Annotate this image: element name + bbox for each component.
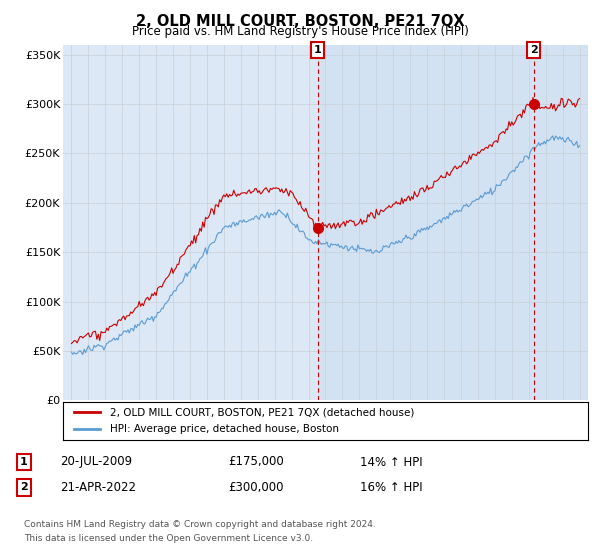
Text: 2: 2	[20, 482, 28, 492]
Text: 2, OLD MILL COURT, BOSTON, PE21 7QX: 2, OLD MILL COURT, BOSTON, PE21 7QX	[136, 14, 464, 29]
Text: 2, OLD MILL COURT, BOSTON, PE21 7QX (detached house): 2, OLD MILL COURT, BOSTON, PE21 7QX (det…	[110, 407, 415, 417]
Text: 16% ↑ HPI: 16% ↑ HPI	[360, 480, 422, 494]
Text: 21-APR-2022: 21-APR-2022	[60, 480, 136, 494]
Text: This data is licensed under the Open Government Licence v3.0.: This data is licensed under the Open Gov…	[24, 534, 313, 543]
Bar	[318, 45, 588, 400]
Text: £300,000: £300,000	[228, 480, 284, 494]
Text: 1: 1	[314, 45, 322, 55]
Text: 14% ↑ HPI: 14% ↑ HPI	[360, 455, 422, 469]
Text: 1: 1	[20, 457, 28, 467]
Text: 20-JUL-2009: 20-JUL-2009	[60, 455, 132, 469]
Text: HPI: Average price, detached house, Boston: HPI: Average price, detached house, Bost…	[110, 424, 339, 434]
Text: £175,000: £175,000	[228, 455, 284, 469]
Text: Contains HM Land Registry data © Crown copyright and database right 2024.: Contains HM Land Registry data © Crown c…	[24, 520, 376, 529]
Text: Price paid vs. HM Land Registry's House Price Index (HPI): Price paid vs. HM Land Registry's House …	[131, 25, 469, 38]
Text: 2: 2	[530, 45, 538, 55]
